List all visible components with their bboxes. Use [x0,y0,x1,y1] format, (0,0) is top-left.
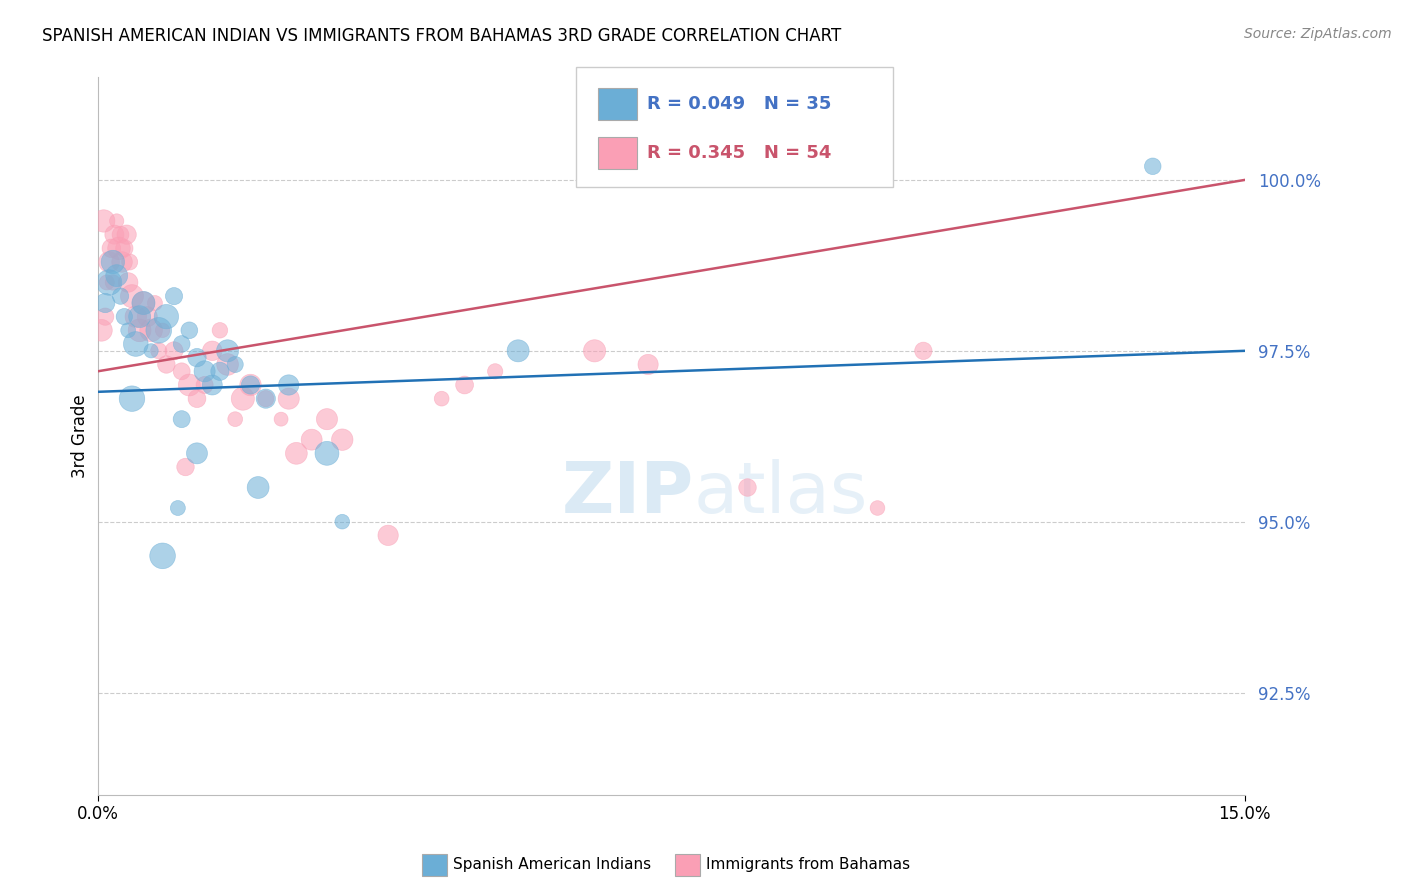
Point [163,343,186,358]
Point [155,358,177,372]
Point [430,392,453,406]
Point [277,392,299,406]
Point [105,214,128,228]
Text: atlas: atlas [695,459,869,528]
Point [110,289,132,303]
Point [163,289,186,303]
Point [1142,159,1164,173]
Point [148,343,170,358]
Point [217,358,239,372]
Point [108,241,131,255]
Point [170,412,193,426]
Point [194,378,217,392]
Point [128,323,150,337]
Point [143,296,166,310]
Point [112,241,135,255]
Point [912,343,935,358]
Point [232,392,254,406]
Point [186,392,208,406]
Point [637,358,659,372]
Point [270,412,292,426]
Point [152,323,174,337]
Point [90,323,112,337]
Point [101,276,124,290]
Point [132,296,155,310]
Point [139,323,162,337]
Point [277,378,299,392]
Point [111,255,134,269]
Point [125,337,148,351]
Point [285,446,308,460]
Point [148,323,170,337]
Point [98,255,121,269]
Point [484,364,506,378]
Point [100,241,122,255]
Point [316,446,339,460]
Point [330,515,353,529]
Point [132,296,155,310]
Point [301,433,323,447]
Text: Source: ZipAtlas.com: Source: ZipAtlas.com [1244,27,1392,41]
Point [117,276,139,290]
Point [239,378,262,392]
Point [194,364,217,378]
Point [94,310,117,324]
Point [208,323,231,337]
Point [224,412,246,426]
Point [377,528,399,542]
Text: ZIP: ZIP [562,459,695,528]
Point [186,446,208,460]
Text: Spanish American Indians: Spanish American Indians [453,857,651,871]
Point [101,255,124,269]
Point [254,392,277,406]
Point [330,433,353,447]
Point [118,255,141,269]
Point [121,392,143,406]
Point [155,310,177,324]
Point [174,460,197,475]
Point [105,268,128,283]
Text: Immigrants from Bahamas: Immigrants from Bahamas [706,857,910,871]
Point [201,378,224,392]
Point [96,276,118,290]
Point [583,343,606,358]
Point [737,481,759,495]
Point [110,227,132,242]
Point [117,323,139,337]
Point [186,351,208,365]
Point [179,323,201,337]
Point [112,310,135,324]
Point [201,343,224,358]
Point [254,392,277,406]
Text: R = 0.345   N = 54: R = 0.345 N = 54 [647,145,831,162]
Point [224,358,246,372]
Point [170,337,193,351]
Point [125,310,148,324]
Point [166,501,188,516]
Point [239,378,262,392]
Point [103,227,125,242]
Y-axis label: 3rd Grade: 3rd Grade [72,394,89,478]
Point [316,412,339,426]
Point [453,378,475,392]
Point [217,343,239,358]
Text: R = 0.049   N = 35: R = 0.049 N = 35 [647,95,831,113]
Point [121,289,143,303]
Point [170,364,193,378]
Point [128,310,150,324]
Point [98,276,121,290]
Point [139,343,162,358]
Point [179,378,201,392]
Point [94,296,117,310]
Point [508,343,530,358]
Point [208,364,231,378]
Point [152,549,174,563]
Point [136,310,159,324]
Point [93,214,115,228]
Point [247,481,270,495]
Point [115,227,138,242]
Point [866,501,889,516]
Text: SPANISH AMERICAN INDIAN VS IMMIGRANTS FROM BAHAMAS 3RD GRADE CORRELATION CHART: SPANISH AMERICAN INDIAN VS IMMIGRANTS FR… [42,27,841,45]
